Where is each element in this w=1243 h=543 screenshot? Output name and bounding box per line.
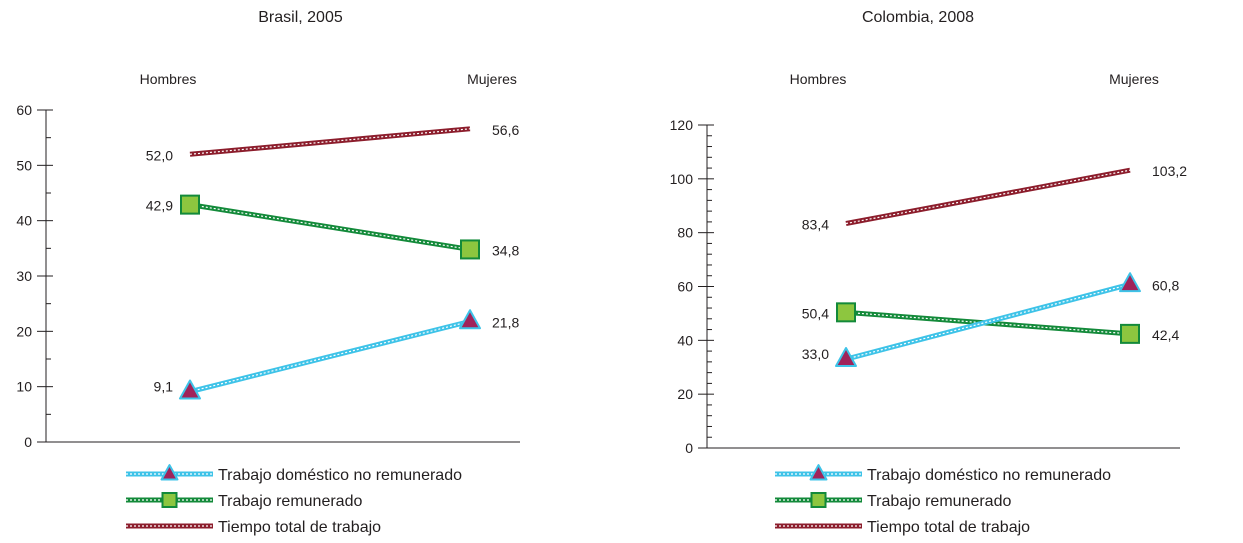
series-line-dash bbox=[189, 320, 471, 393]
y-tick-label: 30 bbox=[16, 268, 32, 284]
chart-panel-colombia: Colombia, 2008 0 20 40 60 80 100 120 Hombres Muj… bbox=[621, 0, 1243, 538]
y-tick-label: 40 bbox=[16, 213, 32, 229]
chart-svg: 0 20 40 60 80 100 120 Hombres Mujeres 83,4 103,2 50… bbox=[670, 71, 1188, 536]
y-tick-label: 10 bbox=[16, 379, 32, 395]
series-line-total bbox=[845, 167, 1131, 226]
y-tick-label: 120 bbox=[670, 117, 694, 133]
chart-title: Brasil, 2005 bbox=[258, 9, 343, 26]
y-tick-label: 40 bbox=[677, 332, 693, 348]
data-point-triangle bbox=[179, 379, 201, 400]
legend-label: Trabajo doméstico no remunerado bbox=[867, 467, 1111, 484]
category-label-hombres: Hombres bbox=[140, 71, 197, 87]
y-tick-label: 20 bbox=[16, 323, 32, 339]
chart-svg: 0 10 20 30 40 50 60 Hombres Mujeres 52,0 56,6 42,9 3… bbox=[16, 71, 520, 536]
square-icon bbox=[161, 492, 178, 508]
y-tick-label: 0 bbox=[24, 434, 32, 450]
data-point-triangle bbox=[459, 309, 481, 330]
data-label: 9,1 bbox=[154, 379, 174, 395]
y-tick-label: 0 bbox=[685, 440, 693, 456]
plot-group: 0 20 40 60 80 100 120 Hombres Mujeres 83,4 103,2 50… bbox=[670, 71, 1188, 536]
series-line-domestic bbox=[189, 318, 471, 395]
y-tick-label: 50 bbox=[16, 157, 32, 173]
y-tick-label: 60 bbox=[677, 279, 693, 295]
legend-label: Tiempo total de trabajo bbox=[218, 519, 381, 536]
chart-title: Colombia, 2008 bbox=[861, 9, 975, 26]
data-label: 34,8 bbox=[492, 242, 519, 258]
chart-panel-brasil: Brasil, 2005 0 10 20 30 40 50 60 Hombres Mujeres… bbox=[0, 0, 621, 538]
data-point-square bbox=[180, 194, 200, 215]
series-line-domestic bbox=[845, 281, 1131, 362]
data-label: 60,8 bbox=[1152, 277, 1179, 293]
y-tick-label: 100 bbox=[670, 171, 694, 187]
series-line-dash bbox=[845, 311, 1131, 335]
triangle-icon bbox=[809, 464, 828, 481]
data-point-square bbox=[460, 239, 480, 260]
square-icon bbox=[810, 492, 827, 508]
triangle-icon bbox=[160, 464, 179, 481]
data-label: 56,6 bbox=[492, 122, 519, 138]
category-label-mujeres: Mujeres bbox=[467, 71, 517, 87]
series-line-dash bbox=[845, 169, 1131, 225]
data-label: 103,2 bbox=[1152, 163, 1187, 179]
legend-label: Trabajo doméstico no remunerado bbox=[218, 467, 462, 484]
series-line-dash bbox=[189, 204, 471, 251]
data-label: 83,4 bbox=[802, 217, 829, 233]
legend-label: Trabajo remunerado bbox=[867, 493, 1011, 510]
plot-group: 0 10 20 30 40 50 60 Hombres Mujeres 52,0 56,6 42,9 3… bbox=[16, 71, 520, 536]
y-tick-label: 20 bbox=[677, 386, 693, 402]
series-line-dash bbox=[189, 128, 471, 155]
legend-label: Tiempo total de trabajo bbox=[867, 519, 1030, 536]
series-line-dash bbox=[845, 283, 1131, 360]
series-line-total bbox=[189, 126, 471, 157]
data-point-square bbox=[1120, 323, 1140, 344]
data-label: 33,0 bbox=[802, 346, 829, 362]
y-tick-label: 80 bbox=[677, 225, 693, 241]
category-label-hombres: Hombres bbox=[790, 71, 847, 87]
data-label: 52,0 bbox=[146, 147, 173, 163]
data-point-square bbox=[836, 302, 856, 323]
y-tick-label: 60 bbox=[16, 102, 32, 118]
data-label: 42,4 bbox=[1152, 327, 1179, 343]
data-label: 50,4 bbox=[802, 305, 829, 321]
data-point-triangle bbox=[1119, 272, 1141, 293]
legend-label: Trabajo remunerado bbox=[218, 493, 362, 510]
data-label: 21,8 bbox=[492, 314, 519, 330]
series-line-paid bbox=[189, 202, 471, 252]
category-label-mujeres: Mujeres bbox=[1109, 71, 1159, 87]
data-label: 42,9 bbox=[146, 198, 173, 214]
data-point-triangle bbox=[835, 347, 857, 368]
